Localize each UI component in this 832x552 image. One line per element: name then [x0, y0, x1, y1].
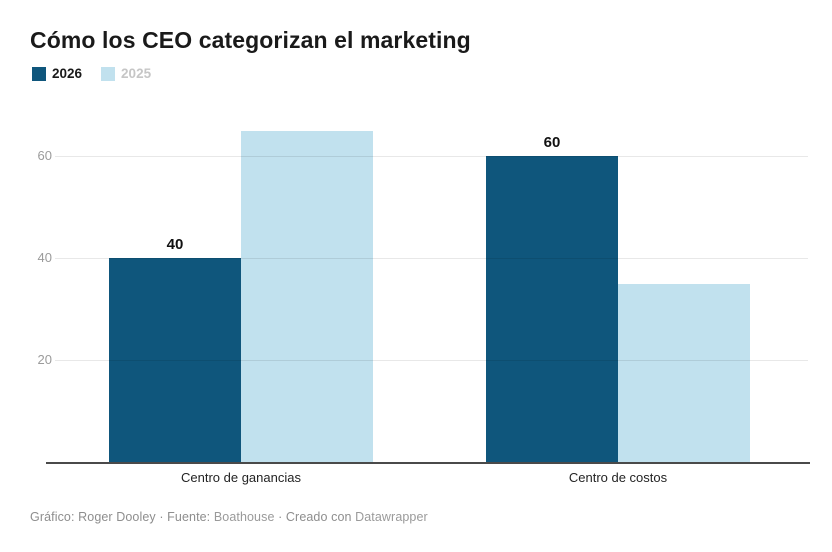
bar-2026-centro-de-costos[interactable]	[486, 156, 618, 462]
legend-swatch-2025	[101, 66, 116, 81]
legend-item-2025: 2025	[101, 66, 151, 81]
legend-label-2026: 2026	[52, 66, 83, 81]
legend-item-2026: 2026	[32, 66, 82, 81]
legend-swatch-2026	[32, 66, 46, 81]
chart-title: Cómo los CEO categorizan el marketing	[30, 27, 471, 53]
footer-attribution: Gráfico: Roger Dooley · Fuente: Boathous…	[30, 510, 428, 524]
legend-label-2025: 2025	[121, 66, 152, 81]
x-axis-baseline	[46, 462, 810, 464]
value-label-2026-centro-de-costos: 60	[543, 134, 561, 151]
gridline-20	[55, 360, 808, 361]
datawrapper-link[interactable]: Datawrapper	[355, 510, 428, 524]
gridline-60	[55, 156, 808, 157]
value-label-2026-centro-de-ganancias: 40	[166, 236, 184, 253]
x-category-label-centro-de-costos: Centro de costos	[568, 470, 668, 485]
legend: 2026 2025	[32, 66, 151, 81]
source-link[interactable]: Boathouse	[213, 510, 275, 524]
bar-2025-centro-de-ganancias[interactable]	[241, 130, 373, 462]
y-tick-label-20: 20	[37, 352, 52, 367]
gridline-40	[55, 258, 808, 259]
y-tick-label-40: 40	[37, 250, 52, 265]
y-tick-label-60: 60	[37, 148, 52, 163]
footer-created-with: · Creado con	[274, 510, 356, 524]
bar-2026-centro-de-ganancias[interactable]	[109, 258, 241, 462]
x-category-label-centro-de-ganancias: Centro de ganancias	[181, 470, 301, 485]
bar-2025-centro-de-costos[interactable]	[618, 283, 750, 462]
footer-byline: Gráfico: Roger Dooley · Fuente:	[30, 510, 214, 524]
